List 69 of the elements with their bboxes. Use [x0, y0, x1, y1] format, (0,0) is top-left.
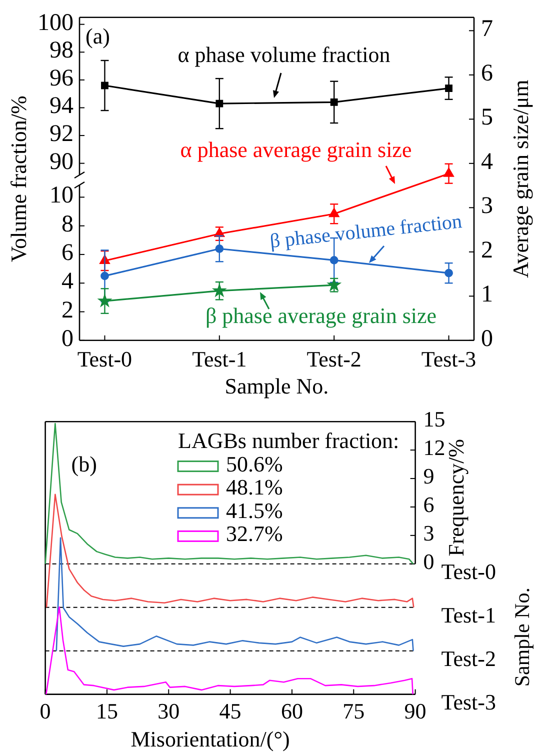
point [328, 207, 340, 218]
text: Test-1 [441, 602, 496, 628]
y-tick-label: 100 [38, 10, 74, 36]
text: Test-2 [441, 646, 496, 671]
y-tick-label: 0 [62, 326, 74, 352]
y2-axis-title: Average grain size/μm [508, 80, 533, 278]
legend-label: 41.5% [226, 498, 283, 523]
y-tick-label: 8 [62, 211, 74, 238]
x-axis-title: Misorientation/(°) [130, 726, 290, 752]
legend-label: 32.7% [226, 521, 283, 546]
point [330, 98, 338, 106]
legend-label: 50.6% [226, 451, 283, 476]
point [444, 268, 453, 278]
x-axis-title: Sample No. [224, 373, 329, 398]
point [215, 244, 224, 253]
series-label: α phase volume fraction [178, 42, 390, 68]
y-tick-label: 96 [50, 65, 74, 92]
x-tick-label: Test-3 [421, 346, 476, 372]
y2-tick-label: 2 [481, 237, 493, 264]
point [100, 272, 109, 280]
x-tick-label: Test-1 [192, 346, 247, 372]
y-tick-label: 94 [50, 93, 74, 120]
point [330, 256, 338, 264]
y2-tick-label: 4 [481, 148, 493, 175]
y2-tick-label: 7 [481, 16, 493, 42]
y2-tick-label: 5 [481, 104, 493, 131]
y-tick-label: 6 [62, 240, 74, 266]
legend-label: β phase average grain size [205, 303, 437, 328]
y2-tick-label: 0 [423, 548, 434, 574]
point [97, 293, 112, 308]
point [212, 282, 227, 298]
point [445, 84, 452, 92]
x-tick-label: 45 [219, 698, 242, 724]
annotation: (b) [71, 452, 97, 477]
point [101, 82, 108, 90]
y2-axis-title: Frequency/% [443, 439, 468, 556]
x-tick-label: 90 [404, 698, 426, 724]
y2-tick-label: 12 [423, 435, 446, 460]
y-tick-label: 4 [62, 268, 74, 295]
x-tick-label: Test-0 [77, 346, 132, 372]
y-tick-label: 90 [50, 148, 74, 175]
point [216, 100, 224, 108]
annotation: (a) [86, 23, 110, 48]
y-tick-label: 2 [62, 297, 74, 324]
y2-tick-label: 6 [423, 492, 434, 518]
y2-tick-label: 9 [423, 464, 434, 489]
line-series [44, 422, 414, 565]
y2-tick-label: 3 [423, 520, 434, 546]
legend-label: 48.1% [226, 474, 283, 500]
x-tick-label: 15 [96, 698, 118, 724]
y-axis-title: Volume fraction/% [6, 96, 31, 262]
x-tick-label: 75 [342, 698, 365, 724]
text: Test-0 [441, 558, 496, 584]
y-tick-label: 10 [50, 182, 74, 209]
y2-tick-label: 3 [481, 193, 493, 220]
y-tick-label: 98 [50, 38, 74, 64]
legend-title: LAGBs number fraction: [178, 428, 400, 454]
x-tick-label: 60 [280, 698, 303, 724]
y2-tick-label: 1 [481, 282, 493, 308]
text: β phase volume fraction [268, 210, 463, 253]
x-tick-label: Test-2 [306, 346, 362, 372]
y-tick-label: 92 [50, 121, 74, 148]
point [326, 277, 342, 292]
y2-tick-label: 6 [481, 60, 493, 86]
y2-tick-label: 15 [423, 406, 446, 432]
text: Sample No. [510, 588, 534, 687]
x-tick-label: 30 [158, 698, 180, 724]
series-label: α phase average grain size [180, 137, 412, 162]
y2-tick-label: 0 [481, 326, 493, 352]
